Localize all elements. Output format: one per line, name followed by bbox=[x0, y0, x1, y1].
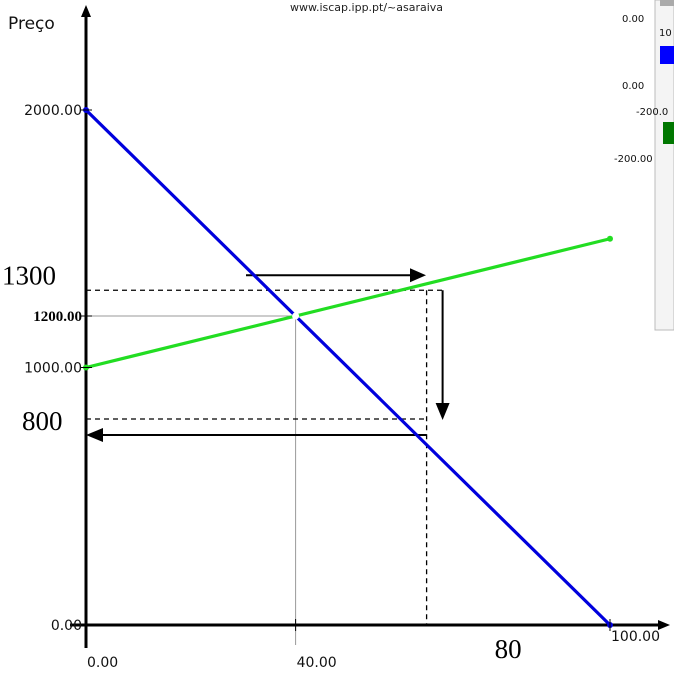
annotation-800: 800 bbox=[22, 406, 63, 436]
y-tick-label-3: 2000.00 bbox=[24, 103, 82, 119]
y-tick-label-2: 1200.00 bbox=[33, 309, 82, 325]
axes-layer bbox=[70, 5, 670, 648]
annotation-layer: 1300 800 80 bbox=[2, 260, 522, 664]
side-label-1: 10 bbox=[659, 28, 672, 39]
right-arrow-head bbox=[410, 268, 426, 283]
side-panel: 0.00 10 0.00 -200.0 -200.00 bbox=[614, 0, 674, 331]
series-layer bbox=[83, 107, 613, 628]
side-label-3: -200.0 bbox=[636, 107, 668, 118]
series-point-1-1 bbox=[607, 235, 613, 242]
y-tick-label-0: 0.00 bbox=[51, 618, 82, 634]
side-label-0: 0.00 bbox=[622, 14, 644, 25]
x-tick-label-1: 40.00 bbox=[297, 655, 337, 671]
down-arrow-head bbox=[435, 403, 450, 420]
x-tick-label-2: 100.00 bbox=[611, 629, 660, 645]
series-line-0 bbox=[84, 108, 612, 627]
side-swatch-blue[interactable] bbox=[660, 46, 674, 64]
side-label-2: 0.00 bbox=[622, 81, 644, 92]
x-tick-label-0: 0.00 bbox=[87, 655, 118, 671]
y-tick-label-1: 1000.00 bbox=[24, 361, 82, 377]
y-axis-label: Preço bbox=[8, 14, 55, 34]
equilibrium-point bbox=[292, 312, 300, 320]
side-label-4: -200.00 bbox=[614, 154, 653, 165]
side-panel-slider bbox=[660, 0, 674, 6]
series-line-1 bbox=[85, 237, 611, 370]
grid-layer bbox=[86, 315, 297, 645]
left-arrow-head bbox=[86, 428, 103, 442]
label-layer: Preço www.iscap.ipp.pt/~asaraiva 0.00 40.… bbox=[8, 1, 660, 671]
watermark-url: www.iscap.ipp.pt/~asaraiva bbox=[290, 1, 443, 14]
y-axis-arrow bbox=[81, 5, 91, 17]
annotation-80: 80 bbox=[495, 634, 522, 664]
side-swatch-green[interactable] bbox=[663, 122, 674, 144]
side-panel-frame bbox=[654, 0, 674, 331]
annotation-1300: 1300 bbox=[2, 260, 56, 290]
x-axis-arrow bbox=[658, 620, 670, 630]
